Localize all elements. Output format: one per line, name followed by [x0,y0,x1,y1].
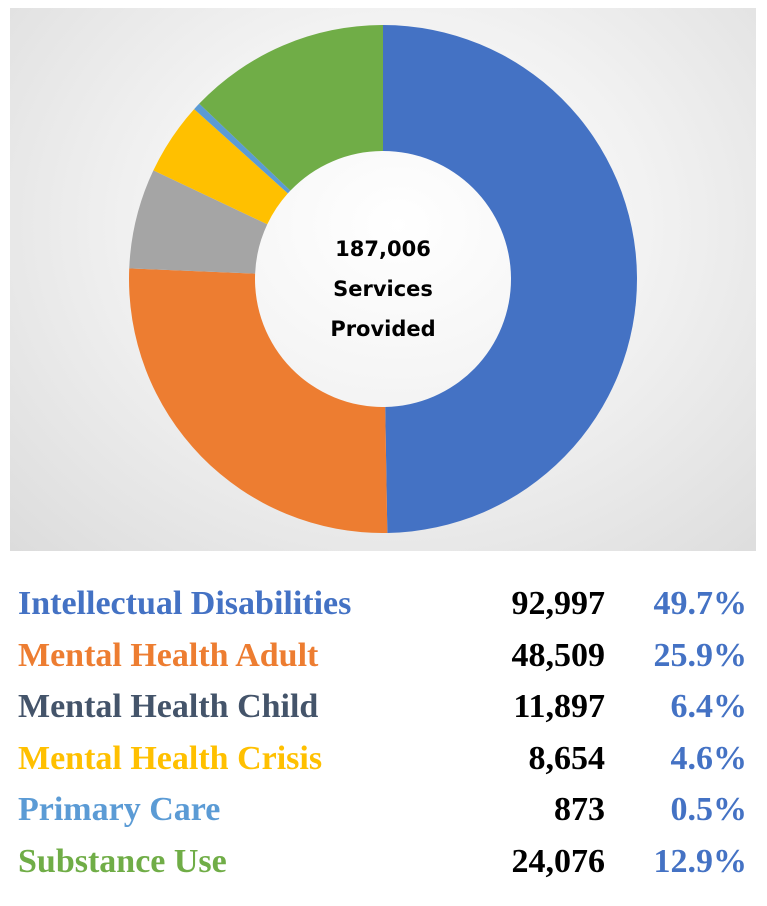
donut-slice-mental-health-child [129,170,268,274]
legend-value: 11,897 [513,688,605,725]
legend-row-mental-health-crisis: Mental Health Crisis 8,654 4.6% [18,733,753,785]
legend-value: 8,654 [528,739,606,777]
legend-percent: 49.7% [653,585,748,622]
legend-row-intellectual-disabilities: Intellectual Disabilities 92,997 49.7% [18,578,753,630]
donut-chart [129,24,638,534]
donut-slice-mental-health-adult [129,268,388,534]
legend-label: Primary Care [18,791,221,828]
legend-row-mental-health-child: Mental Health Child 11,897 6.4% [18,681,753,733]
legend-percent: 4.6% [670,739,748,777]
donut-slice-intellectual-disabilities [383,25,638,533]
legend-value: 92,997 [511,585,606,622]
legend-label: Mental Health Adult [18,636,319,674]
center-label-line2: Services [333,277,433,301]
legend-percent: 6.4% [670,688,748,725]
legend-row-substance-use: Substance Use 24,076 12.9% [18,836,753,888]
donut-slice-primary-care [194,103,291,194]
legend-label: Mental Health Child [18,688,319,725]
legend-value: 873 [554,791,605,828]
donut-slice-substance-use [199,24,383,191]
legend-percent: 25.9% [653,636,748,674]
donut-slice-mental-health-crisis [153,109,288,225]
legend-row-mental-health-adult: Mental Health Adult 48,509 25.9% [18,630,753,682]
legend-value: 48,509 [511,636,606,674]
legend-percent: 12.9% [653,842,748,880]
legend-label: Substance Use [18,842,227,880]
legend-value: 24,076 [511,842,606,880]
legend-label: Mental Health Crisis [18,739,323,777]
center-label-line3: Provided [330,317,436,341]
legend-label: Intellectual Disabilities [18,585,352,622]
legend-row-primary-care: Primary Care 873 0.5% [18,784,753,836]
donut-center-label: 187,006 Services Provided [278,229,488,349]
donut-chart-panel: 187,006 Services Provided [10,8,756,551]
legend-percent: 0.5% [670,791,748,828]
center-label-total: 187,006 [335,237,431,261]
legend-table: Intellectual Disabilities 92,997 49.7% M… [18,578,753,887]
